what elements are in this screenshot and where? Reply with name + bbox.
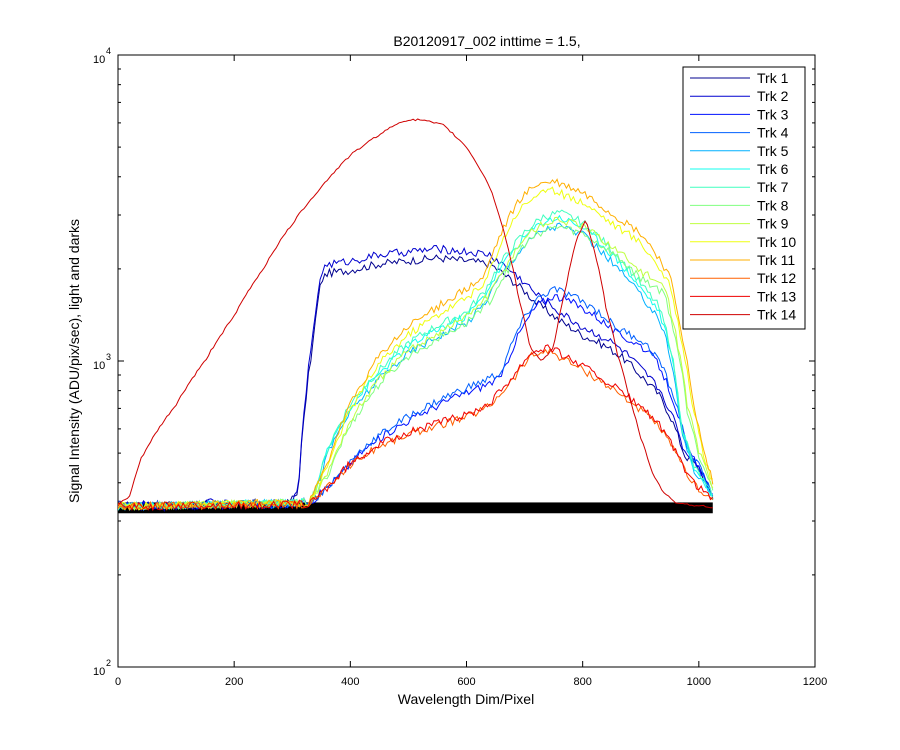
- y-tick-label: 10: [93, 666, 105, 678]
- legend-label-5: Trk 5: [757, 143, 789, 159]
- dark-frames-band-fill: [118, 502, 713, 514]
- legend-label-9: Trk 9: [757, 216, 789, 232]
- x-tick-label: 600: [457, 676, 475, 688]
- legend-label-2: Trk 2: [757, 88, 789, 104]
- series-line-14: [118, 118, 713, 509]
- x-axis-label: Wavelength Dim/Pixel: [398, 691, 534, 707]
- y-tick-exponent: 4: [106, 46, 111, 56]
- x-tick-label: 0: [115, 676, 121, 688]
- y-tick-label: 10: [93, 360, 105, 372]
- legend-label-11: Trk 11: [757, 252, 795, 268]
- legend-label-14: Trk 14: [757, 307, 796, 323]
- legend-label-6: Trk 6: [757, 161, 789, 177]
- legend-label-12: Trk 12: [757, 270, 796, 286]
- dark-frames-band: [118, 502, 713, 514]
- legend-label-3: Trk 3: [757, 106, 789, 122]
- x-tick-label: 800: [573, 676, 591, 688]
- series-line-11: [118, 178, 714, 511]
- y-tick-label: 10: [93, 54, 105, 66]
- legend-label-10: Trk 10: [757, 234, 796, 250]
- legend-label-4: Trk 4: [757, 125, 789, 141]
- legend-label-1: Trk 1: [757, 70, 789, 86]
- series-lines: [118, 118, 714, 512]
- x-tick-label: 400: [341, 676, 359, 688]
- x-tick-label: 1000: [687, 676, 711, 688]
- x-tick-label: 200: [225, 676, 243, 688]
- chart-title: B20120917_002 inttime = 1.5,: [393, 33, 580, 49]
- y-tick-exponent: 2: [106, 658, 111, 668]
- y-tick-exponent: 3: [106, 352, 111, 362]
- legend-box: [682, 66, 806, 330]
- legend-label-8: Trk 8: [757, 197, 789, 213]
- x-tick-label: 1200: [803, 676, 827, 688]
- y-axis-label: Signal Intensity (ADU/pix/sec), light an…: [66, 219, 82, 503]
- legend-label-13: Trk 13: [757, 288, 796, 304]
- legend-label-7: Trk 7: [757, 179, 789, 195]
- series-line-13: [118, 344, 714, 512]
- legend: Trk 1 Trk 2 Trk 3 Trk 4 Trk 5 Trk 6 Trk 7 Trk 8…: [682, 66, 806, 330]
